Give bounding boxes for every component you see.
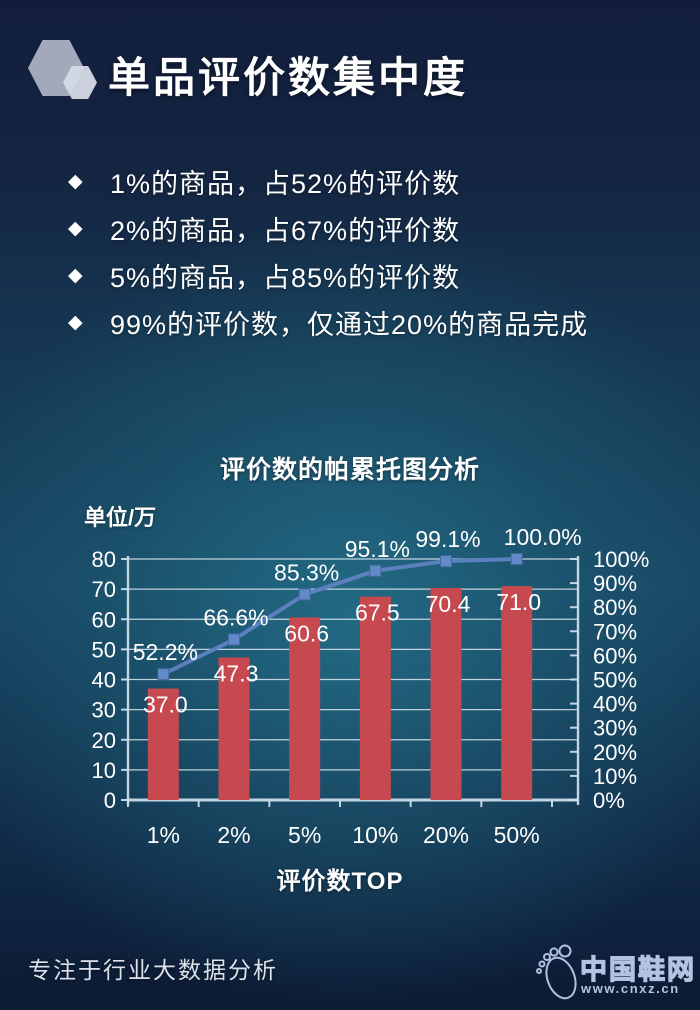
bar-value-label: 70.4	[426, 591, 471, 617]
line-percent-label: 52.2%	[133, 639, 198, 665]
bar	[147, 688, 179, 800]
bullet-list: ◆ 1%的商品，占52%的评价数 ◆ 2%的商品，占67%的评价数 ◆ 5%的商…	[68, 167, 588, 355]
right-axis-tick-label: 10%	[593, 764, 637, 789]
line-marker	[228, 633, 240, 646]
logo-site-name: 中国鞋网	[579, 954, 696, 985]
bar-value-label: 47.3	[214, 661, 259, 687]
x-axis-category-label: 2%	[217, 822, 250, 848]
left-axis-tick-label: 50	[92, 637, 116, 662]
line-percent-label: 95.1%	[345, 536, 410, 562]
line-marker	[510, 553, 523, 565]
chart-title: 评价数的帕累托图分析	[219, 456, 480, 484]
left-axis-tick-label: 70	[92, 577, 116, 602]
right-axis-tick-label: 80%	[593, 595, 637, 620]
bullet-item: ◆ 99%的评价数，仅通过20%的商品完成	[68, 308, 588, 340]
x-axis-category-label: 1%	[147, 822, 180, 848]
bullet-item: ◆ 2%的商品，占67%的评价数	[68, 214, 588, 246]
left-axis-tick-label: 20	[92, 728, 116, 753]
diamond-bullet-icon: ◆	[68, 265, 83, 286]
right-axis-tick-label: 100%	[593, 547, 649, 572]
line-marker	[157, 668, 170, 681]
bullet-text: 5%的商品，占85%的评价数	[110, 263, 461, 293]
bar	[218, 657, 250, 800]
bar-value-label: 60.6	[284, 620, 329, 646]
page-title: 单品评价数集中度	[108, 54, 469, 101]
left-axis-tick-label: 30	[92, 698, 116, 723]
bar	[359, 596, 391, 800]
chart-unit-label: 单位/万	[84, 505, 157, 530]
line-marker	[440, 555, 452, 568]
right-axis-tick-label: 30%	[593, 716, 637, 741]
diamond-bullet-icon: ◆	[68, 218, 83, 239]
right-axis-tick-label: 50%	[593, 668, 637, 693]
bar-value-label: 37.0	[143, 692, 188, 718]
left-axis-tick-label: 60	[92, 607, 116, 632]
bullet-text: 99%的评价数，仅通过20%的商品完成	[110, 310, 589, 340]
left-axis-tick-label: 80	[92, 547, 116, 572]
logo-site-url: www.cnxz.cn	[581, 981, 680, 996]
bullet-item: ◆ 1%的商品，占52%的评价数	[68, 167, 588, 199]
bullet-text: 2%的商品，占67%的评价数	[110, 216, 461, 246]
right-axis-tick-label: 0%	[593, 788, 625, 813]
diamond-bullet-icon: ◆	[68, 312, 83, 333]
line-marker	[369, 564, 382, 577]
chart-xaxis-title: 评价数TOP	[276, 868, 404, 895]
right-axis-tick-label: 70%	[593, 619, 637, 644]
footprint-logo-icon	[536, 944, 577, 1000]
bullet-text: 1%的商品，占52%的评价数	[110, 169, 461, 199]
bar	[289, 617, 321, 800]
x-axis-category-label: 5%	[288, 822, 321, 848]
x-axis-category-label: 10%	[352, 822, 398, 848]
line-percent-label: 85.3%	[274, 559, 339, 585]
left-axis-tick-label: 40	[92, 668, 116, 693]
line-percent-label: 100.0%	[504, 524, 582, 550]
bar	[501, 586, 533, 800]
footer-tagline: 专注于行业大数据分析	[28, 957, 278, 983]
right-axis-tick-label: 90%	[593, 571, 637, 596]
line-percent-label: 99.1%	[415, 526, 480, 552]
site-logo: 中国鞋网 www.cnxz.cn	[530, 938, 700, 1010]
bar	[430, 587, 462, 800]
right-axis-tick-label: 20%	[593, 740, 637, 765]
right-axis-tick-label: 40%	[593, 692, 637, 717]
x-axis-category-label: 50%	[494, 822, 540, 848]
bar-value-label: 71.0	[496, 589, 541, 615]
right-axis-tick-label: 60%	[593, 643, 637, 668]
cumulative-line	[161, 557, 519, 677]
line-percent-label: 66.6%	[203, 604, 268, 630]
diamond-bullet-icon: ◆	[68, 171, 83, 192]
x-axis-category-label: 20%	[423, 822, 469, 848]
bullet-item: ◆ 5%的商品，占85%的评价数	[68, 261, 588, 293]
left-axis-tick-label: 10	[92, 758, 116, 783]
line-marker	[298, 588, 311, 601]
bar-value-label: 67.5	[355, 600, 400, 626]
left-axis-tick-label: 0	[104, 788, 116, 813]
